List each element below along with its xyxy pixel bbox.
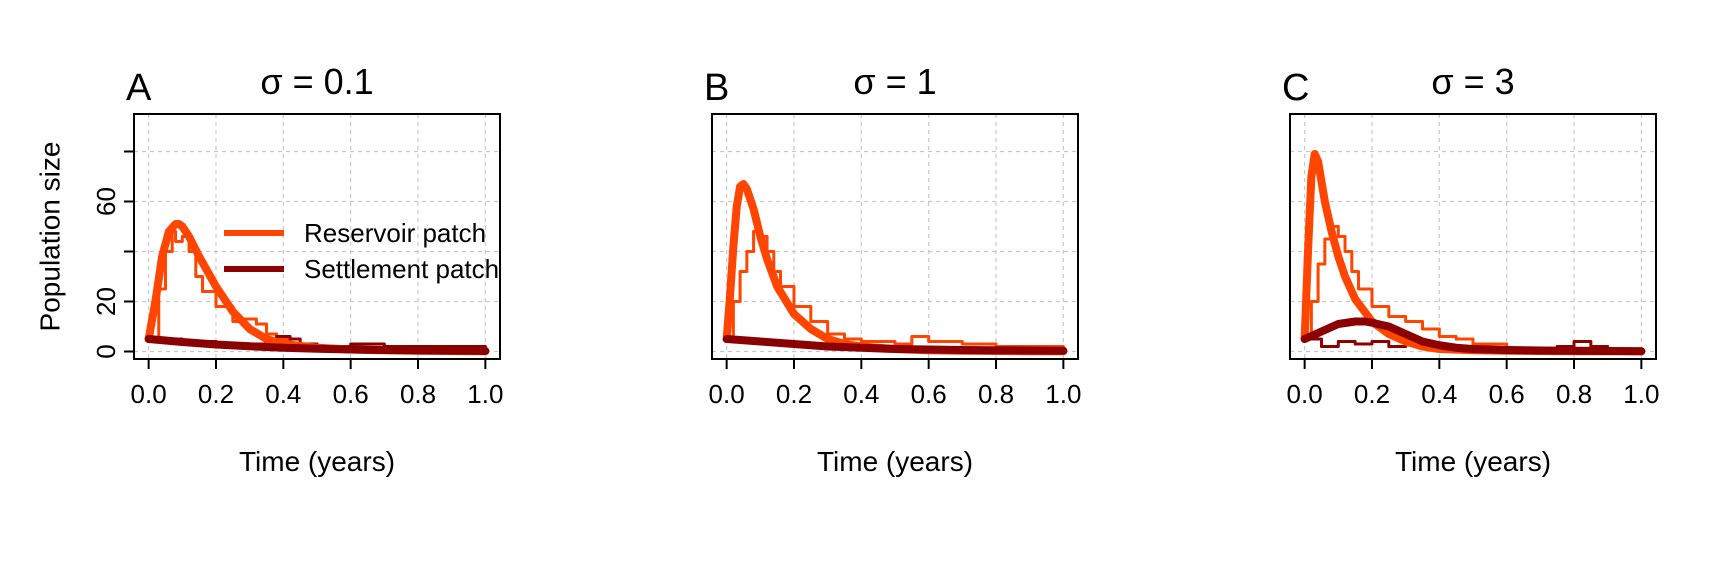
settlement-deterministic-line [1300, 317, 1646, 356]
series-group [722, 180, 1068, 356]
x-tick-label: 0.0 [131, 379, 167, 409]
panel-a: 0.0 0.2 0.4 0.6 0.8 1.0 Time (years) 0 20 60 Popul… [35, 61, 504, 477]
x-tick-label: 0.2 [1354, 379, 1390, 409]
x-tick-label: 0.4 [1421, 379, 1457, 409]
reservoir-deterministic-line [722, 180, 1068, 356]
panel-letter: A [126, 67, 152, 109]
x-tick-label: 0.8 [400, 379, 436, 409]
x-tick-label: 1.0 [1045, 379, 1081, 409]
x-tick-label: 0.4 [265, 379, 301, 409]
x-axis-label: Time (years) [817, 446, 973, 477]
panels: 0.0 0.2 0.4 0.6 0.8 1.0 Time (years) 0 20 60 Popul… [35, 61, 1660, 477]
x-axis: 0.0 0.2 0.4 0.6 0.8 1.0 [709, 359, 1081, 409]
settlement-deterministic-line [144, 335, 490, 355]
settlement-deterministic-line [722, 335, 1068, 355]
y-tick-label: 20 [91, 287, 121, 316]
panel-c: 0.0 0.2 0.4 0.6 0.8 1.0 Time (years) C σ = 3 [1282, 61, 1659, 477]
panel-b: 0.0 0.2 0.4 0.6 0.8 1.0 Time (years) B σ = 1 [704, 61, 1081, 477]
y-tick-label: 60 [91, 187, 121, 216]
y-axis-label: Population size [35, 142, 66, 332]
series-group [1300, 150, 1646, 356]
x-tick-label: 0.2 [198, 379, 234, 409]
x-tick-label: 0.4 [843, 379, 879, 409]
plot-frame [711, 113, 1079, 360]
plot-frame [133, 113, 501, 360]
x-tick-label: 0.0 [709, 379, 745, 409]
legend-label: Reservoir patch [304, 218, 486, 248]
x-tick-label: 1.0 [467, 379, 503, 409]
x-tick-label: 0.0 [1287, 379, 1323, 409]
x-tick-label: 0.6 [333, 379, 369, 409]
legend-label: Settlement patch [304, 254, 499, 284]
reservoir-stochastic-line [1303, 225, 1643, 353]
panel-title: σ = 3 [1431, 61, 1514, 102]
plot-frame [1289, 113, 1657, 360]
x-tick-label: 0.6 [1489, 379, 1525, 409]
x-tick-label: 1.0 [1623, 379, 1659, 409]
x-tick-label: 0.8 [978, 379, 1014, 409]
y-axis: 0 20 60 [91, 150, 134, 359]
x-axis-label: Time (years) [1395, 446, 1551, 477]
x-axis-label: Time (years) [239, 446, 395, 477]
x-tick-label: 0.8 [1556, 379, 1592, 409]
y-tick-label: 0 [91, 344, 121, 358]
x-tick-label: 0.6 [911, 379, 947, 409]
x-tick-label: 0.2 [776, 379, 812, 409]
panel-letter: B [704, 67, 729, 109]
panel-title: σ = 1 [853, 61, 936, 102]
panel-title: σ = 0.1 [260, 61, 373, 102]
series-group [144, 220, 490, 356]
x-axis: 0.0 0.2 0.4 0.6 0.8 1.0 [131, 359, 503, 409]
legend: Reservoir patch Settlement patch [224, 218, 499, 284]
x-axis: 0.0 0.2 0.4 0.6 0.8 1.0 [1287, 359, 1659, 409]
panel-letter: C [1282, 67, 1309, 109]
